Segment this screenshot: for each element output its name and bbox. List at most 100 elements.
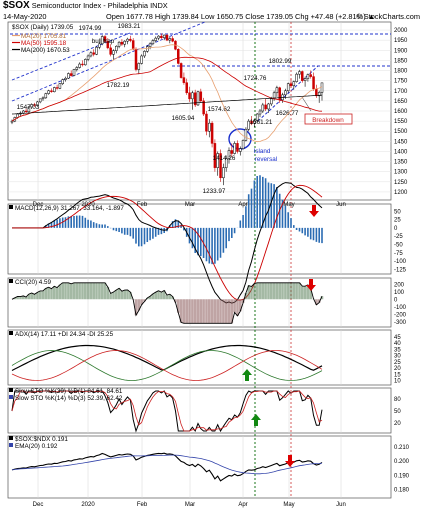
candle <box>239 148 242 152</box>
gridlines <box>8 22 391 498</box>
candle <box>236 143 239 152</box>
y-tick-label: 1750 <box>394 79 408 85</box>
y-tick-label: 1900 <box>394 48 408 54</box>
price-label: 1626.77 <box>276 110 299 117</box>
x-tick-label: Feb <box>137 502 148 508</box>
candle <box>309 74 312 77</box>
candle <box>165 34 169 41</box>
adx-panel <box>7 329 392 386</box>
y-tick-label: 1800 <box>394 69 408 75</box>
x-tick-label: Feb <box>137 202 148 208</box>
x-tick-label: May <box>283 502 294 508</box>
candle <box>33 104 36 106</box>
x-tick-label: Dec <box>33 202 44 208</box>
candle <box>289 83 293 86</box>
y-tick-label: 10 <box>394 379 401 385</box>
y-tick-label: 40 <box>394 341 401 347</box>
candle <box>154 37 157 41</box>
x-tick-label: Mar <box>185 202 195 208</box>
bull-trap-annotation: bull trap <box>92 38 115 45</box>
candle <box>298 71 301 75</box>
candle <box>81 63 84 66</box>
y-tick-label: 1350 <box>394 160 408 166</box>
candle <box>78 63 81 68</box>
legend-swatch <box>9 395 13 399</box>
macd-line <box>12 182 323 304</box>
candle <box>89 52 93 57</box>
candle <box>36 101 39 106</box>
candle <box>179 63 183 78</box>
price-label: 1974.99 <box>79 25 102 32</box>
candle <box>255 113 259 121</box>
candle <box>72 69 76 76</box>
candle <box>10 120 14 123</box>
ratio-ema-line <box>11 454 323 475</box>
y-tick-label: 2000 <box>394 28 408 34</box>
x-tick-label: May <box>283 202 294 208</box>
price-panel-title: $SOX (Daily) 1739.05 <box>12 24 74 31</box>
y-tick-label: -75 <box>394 251 403 257</box>
y-tick-label: 1600 <box>394 109 408 115</box>
candle <box>160 35 163 38</box>
candle <box>148 43 152 47</box>
reversal-annotation: reversal <box>255 156 277 163</box>
price-label: 1724.76 <box>244 75 267 82</box>
candle <box>53 87 56 93</box>
y-tick-label: 35 <box>394 347 401 353</box>
ma50-line <box>11 56 323 122</box>
candle <box>64 77 67 80</box>
candle <box>275 87 279 94</box>
candle <box>129 38 132 41</box>
plus-di-line <box>11 350 323 381</box>
y-tick-label: 1850 <box>394 58 408 64</box>
y-tick-label: 30 <box>394 354 401 360</box>
candle <box>75 67 79 70</box>
y-tick-label: 100 <box>394 290 405 296</box>
price-label: 1782.19 <box>107 82 130 89</box>
candle <box>134 49 138 70</box>
breakdown-annotation: Breakdown <box>312 117 344 124</box>
legend-entry: MA(200) 1670.53 <box>21 47 70 54</box>
candle <box>69 73 73 76</box>
y-tick-label: 50 <box>394 409 401 415</box>
y-tick-label: 20 <box>394 421 401 427</box>
candle <box>292 81 296 86</box>
cci-area <box>13 282 324 300</box>
candle <box>320 82 324 93</box>
price-label: 1547.03 <box>17 104 40 111</box>
legend-swatch <box>9 443 13 447</box>
candle <box>213 143 217 168</box>
y-tick-label: 1950 <box>394 38 408 44</box>
candle <box>216 153 219 168</box>
candle <box>98 43 101 48</box>
candle <box>250 120 253 124</box>
candle <box>58 83 62 89</box>
candle <box>137 63 141 70</box>
y-tick-label: -125 <box>394 267 407 273</box>
ohlc-readout: Open 1677.78 High 1739.84 Low 1650.75 Cl… <box>106 12 376 21</box>
x-tick-label: Apr <box>238 502 247 508</box>
ratio-title-sub: EMA(20) 0.192 <box>15 443 58 450</box>
candle <box>22 110 25 114</box>
candle <box>219 153 222 179</box>
copyright: © StockCharts.com <box>356 12 420 21</box>
candle <box>264 104 267 110</box>
y-tick-label: 1250 <box>394 180 408 186</box>
candle <box>182 77 186 83</box>
price-labels: $SOX (Daily) 1739.05 MA(20) 1705.81MA(50)… <box>12 23 344 195</box>
index-name: Semiconductor Index - Philadelphia <box>31 1 149 10</box>
candle <box>103 36 107 42</box>
candle <box>123 40 126 45</box>
candle <box>106 40 110 49</box>
candle <box>143 51 146 57</box>
cci-arrow-icon <box>306 279 316 291</box>
x-tick-label: 2020 <box>81 202 95 208</box>
candle <box>233 143 236 154</box>
y-tick-label: -300 <box>394 320 407 326</box>
x-tick-label: 2020 <box>81 502 95 508</box>
candle <box>306 74 310 79</box>
candle <box>41 97 45 100</box>
candle <box>151 40 155 45</box>
ma200-line <box>11 94 323 115</box>
y-tick-label: -25 <box>394 234 403 240</box>
